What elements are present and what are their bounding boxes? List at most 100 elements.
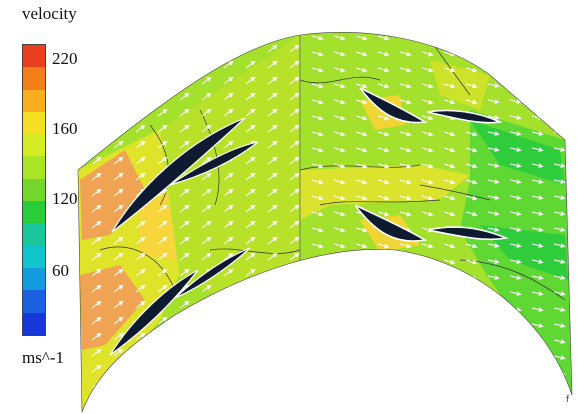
flow-arrow xyxy=(443,67,456,73)
legend-tick-60: 60 xyxy=(52,261,69,280)
flow-arrow xyxy=(576,308,587,310)
flow-arrow xyxy=(91,316,102,325)
flow-arrow xyxy=(531,323,544,328)
legend-band xyxy=(23,156,45,179)
flow-arrow xyxy=(377,275,390,281)
flow-arrow xyxy=(289,380,300,389)
flow-arrow xyxy=(532,20,543,22)
flow-arrow xyxy=(465,307,478,313)
flow-arrow xyxy=(333,227,346,233)
flow-arrow xyxy=(91,284,102,293)
flow-arrow xyxy=(465,323,478,329)
flow-arrow xyxy=(333,163,346,169)
flow-arrow xyxy=(531,163,544,168)
flow-arrow xyxy=(443,51,456,57)
flow-arrow xyxy=(399,291,412,297)
flow-arrow xyxy=(509,35,522,40)
flow-arrow xyxy=(135,124,146,133)
flow-arrow xyxy=(553,275,566,280)
flow-arrow xyxy=(399,243,412,249)
flow-arrow xyxy=(443,259,456,265)
flow-arrow xyxy=(311,323,324,329)
flow-arrow xyxy=(421,99,434,105)
flow-arrow xyxy=(201,284,212,293)
flow-arrow xyxy=(509,403,522,408)
flow-arrow xyxy=(201,204,212,213)
flow-arrow xyxy=(531,179,544,184)
flow-arrow xyxy=(531,99,544,104)
flow-arrow xyxy=(333,195,346,201)
legend-band xyxy=(23,290,45,313)
flow-arrow xyxy=(443,83,456,89)
flow-arrow xyxy=(267,252,278,261)
flow-arrow xyxy=(78,140,80,149)
flow-arrow xyxy=(509,83,522,88)
flow-arrow xyxy=(355,259,368,265)
blade-right-4 xyxy=(427,226,509,241)
flow-arrow xyxy=(311,355,324,361)
flow-arrow xyxy=(421,323,434,329)
flow-arrow xyxy=(289,332,300,341)
legend-band xyxy=(23,67,45,90)
flow-arrow xyxy=(267,300,278,309)
flow-arrow xyxy=(443,403,456,409)
flow-arrow xyxy=(157,380,168,389)
flow-arrow xyxy=(78,252,80,261)
flow-arrow xyxy=(311,387,324,393)
flow-arrow xyxy=(224,13,233,20)
flow-arrow xyxy=(487,163,500,168)
flow-arrow xyxy=(553,227,566,232)
blade-right-1 xyxy=(359,87,428,124)
flow-arrow xyxy=(157,60,168,69)
flow-arrow xyxy=(553,307,566,312)
flow-arrow xyxy=(356,20,367,23)
flow-arrow xyxy=(113,364,124,373)
flow-arrow xyxy=(487,339,500,344)
flow-arrow xyxy=(135,92,146,101)
flow-arrow xyxy=(553,195,566,200)
flow-arrow xyxy=(311,339,324,345)
flow-arrow xyxy=(245,220,256,229)
flow-arrow xyxy=(113,172,124,181)
flow-arrow xyxy=(487,35,500,40)
flow-arrow xyxy=(201,380,212,389)
flow-arrow xyxy=(377,259,390,265)
flow-arrow xyxy=(576,404,587,406)
flow-arrow xyxy=(355,403,368,409)
flow-arrow xyxy=(465,243,478,249)
flow-arrow xyxy=(179,236,190,245)
flow-arrow xyxy=(553,163,566,168)
flow-arrow xyxy=(333,115,346,121)
flow-arrow xyxy=(333,259,346,265)
flow-arrow xyxy=(157,44,168,53)
flow-arrow xyxy=(311,403,324,409)
flow-arrow xyxy=(223,316,234,325)
flow-arrow xyxy=(311,163,324,169)
flow-arrow xyxy=(355,291,368,297)
flow-arrow xyxy=(245,188,256,197)
flow-arrow xyxy=(179,32,190,37)
flow-arrow xyxy=(223,188,234,197)
flow-arrow xyxy=(201,108,212,117)
flow-arrow xyxy=(78,156,80,165)
flow-arrow xyxy=(487,371,500,376)
flow-arrow xyxy=(333,371,346,377)
flow-arrow xyxy=(201,316,212,325)
flow-arrow xyxy=(201,76,212,85)
flow-arrow xyxy=(267,316,278,325)
flow-arrow xyxy=(487,259,500,264)
legend-tick-160: 160 xyxy=(52,119,78,138)
flow-arrow xyxy=(136,13,145,20)
flow-arrow xyxy=(289,44,300,53)
flow-arrow xyxy=(113,348,124,357)
flow-arrow xyxy=(113,32,124,37)
flow-arrow xyxy=(333,339,346,345)
flow-arrow xyxy=(179,108,190,117)
flow-arrow xyxy=(576,180,587,182)
flow-arrow xyxy=(113,156,124,165)
flow-arrow xyxy=(157,284,168,293)
flow-arrow xyxy=(245,316,256,325)
flow-arrow xyxy=(289,76,300,85)
flow-arrow xyxy=(576,20,587,22)
flow-arrow xyxy=(531,243,544,248)
